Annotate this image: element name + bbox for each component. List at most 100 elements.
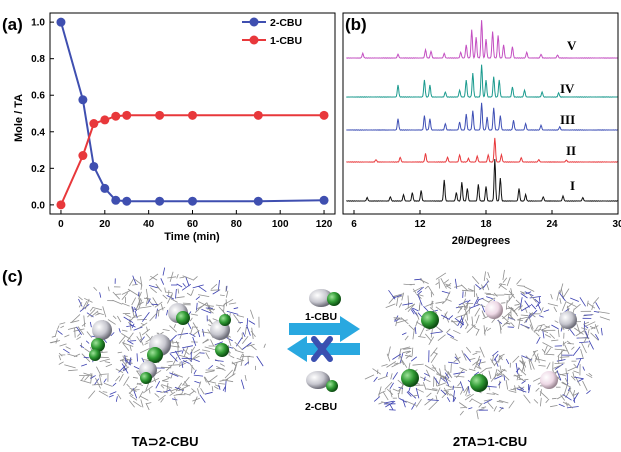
bond-line [554,320,559,323]
bond-line [407,303,415,312]
bond-line [392,293,404,298]
bond-line [398,348,402,360]
chlorine-atom-green [219,314,231,326]
bond-line [415,387,420,399]
bond-line [496,368,506,376]
chlorine-atom-green [89,349,101,361]
bond-line [178,354,188,358]
bond-line [433,376,440,385]
bond-line [557,349,565,357]
bond-line [447,370,453,379]
bond-line [415,312,420,320]
bond-line [402,302,413,306]
bond-line [441,290,451,294]
bond-line [412,327,415,340]
bond-line [446,333,455,338]
bond-line [105,363,113,368]
bond-line [121,302,130,307]
bond-line [567,402,573,409]
bond-line [513,387,520,389]
bond-line [232,346,237,351]
chlorine-atom-icon [327,292,341,306]
bond-line [181,361,184,368]
bond-line [528,309,538,319]
bond-line [445,390,451,396]
bond-line [423,306,429,312]
bond-line [498,406,504,413]
bond-line [65,346,71,350]
bond-line [556,370,562,381]
bond-line [193,369,197,375]
bond-line [234,341,243,351]
bond-line [149,273,159,281]
bond-line [181,283,192,291]
bond-line [476,410,479,420]
bond-line [545,398,550,404]
bond-line [214,360,224,362]
x-axis-title-a: Time (min) [164,231,220,243]
bond-line [208,364,214,370]
bond-line [170,387,182,392]
bond-line [129,387,137,392]
bond-line [508,313,516,322]
bond-line [102,391,108,393]
bond-line [401,360,408,368]
bond-line [537,324,545,327]
bond-line [581,342,587,354]
bond-line [263,343,266,348]
bond-line [497,369,502,374]
bond-line [169,372,179,377]
bond-line [392,388,399,392]
bond-line [508,290,516,299]
bond-line [417,336,426,338]
bond-line [533,350,539,352]
bond-line [429,307,438,314]
bond-line [523,394,531,404]
bond-line [482,316,489,320]
bond-line [412,394,418,397]
bond-line [595,302,601,310]
bond-line [574,376,584,380]
bond-line [186,292,192,296]
bond-line [576,358,582,369]
bond-line [560,394,566,401]
bond-line [154,301,163,308]
bond-line [435,272,447,280]
bond-line [562,401,569,406]
bond-line [198,381,202,388]
bond-line [417,294,423,306]
bond-line [443,387,449,396]
bond-line [541,325,551,331]
legend-marker-2cbu [249,17,259,27]
bond-line [77,326,85,335]
bond-line [384,381,393,390]
bond-line [585,321,596,327]
bond-line [590,332,599,341]
pattern-labels: V IV III II I [560,38,577,193]
bond-line [83,356,90,359]
bond-line [64,334,70,338]
bond-line [423,376,426,382]
b-pattern-traces [346,20,618,202]
bond-line [199,394,206,403]
pattern-trace-ii [346,137,618,163]
bond-line [462,298,467,305]
bond-line [543,309,550,313]
bond-line [145,298,148,306]
bond-line [574,376,581,386]
legend-a: 2-CBU 1-CBU [242,17,302,47]
bond-line [551,397,557,400]
bond-line [438,278,440,289]
bond-line [566,406,579,409]
bond-line [460,322,464,329]
bond-line [448,361,459,364]
bond-line [477,361,486,364]
bond-line [453,329,461,335]
bond-line [536,336,541,344]
bond-line [71,314,81,323]
bond-line [386,353,391,362]
bond-line [476,303,486,308]
bond-line [136,336,142,343]
bond-line [576,323,581,334]
bond-line [487,385,497,388]
